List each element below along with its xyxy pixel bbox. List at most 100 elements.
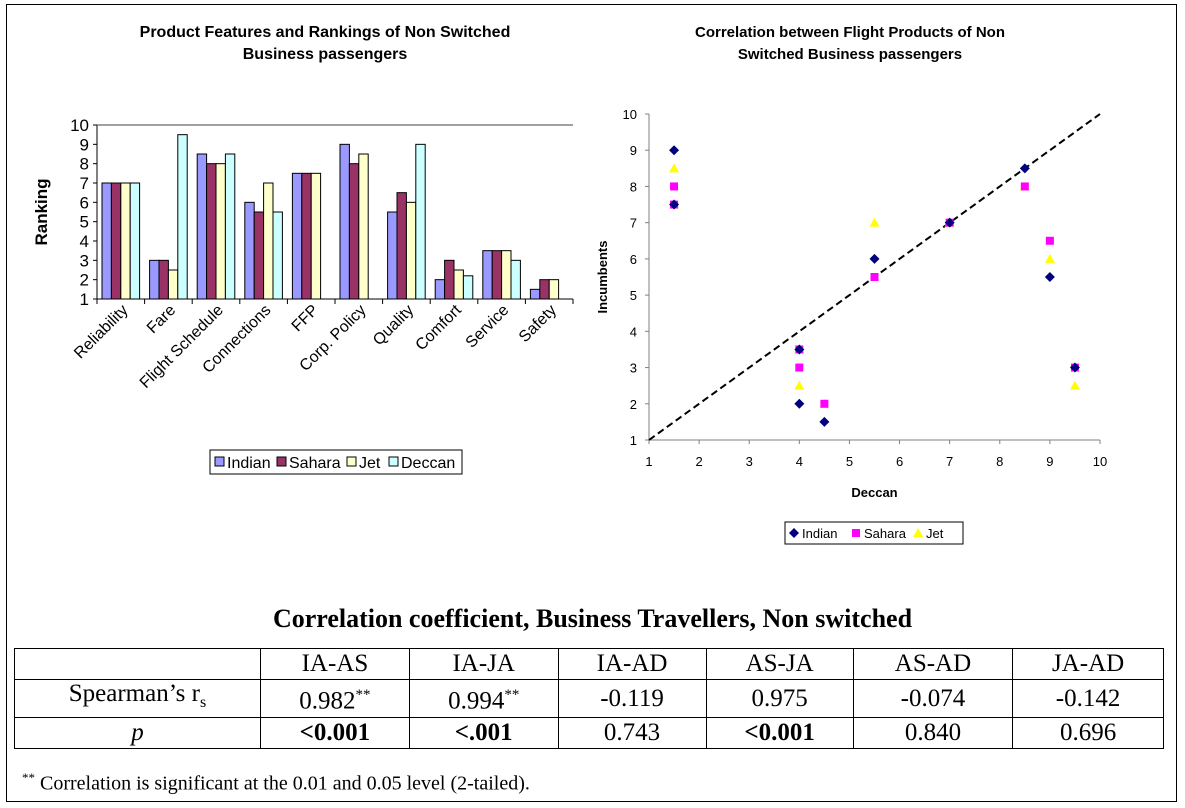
y-tick-label: 7 <box>80 174 89 193</box>
x-tick-label: 7 <box>946 454 953 469</box>
x-tick-label: 1 <box>645 454 652 469</box>
bar-deccan-flight-schedule <box>224 153 236 300</box>
bar-indian-safety <box>529 288 541 300</box>
table-cell: <0.001 <box>260 717 410 749</box>
table-cell: <0.001 <box>705 717 854 749</box>
bar-jet-quality <box>405 201 417 300</box>
x-tick-label: 10 <box>1093 454 1107 469</box>
bar-jet-comfort <box>453 269 464 300</box>
y-tick-label: 10 <box>623 107 637 122</box>
y-tick-label: 6 <box>80 193 89 212</box>
point-sahara <box>1020 182 1029 191</box>
significance-mark: ** <box>355 687 371 704</box>
header-cell: AS-AD <box>852 648 1014 680</box>
x-tick-label: 8 <box>996 454 1003 469</box>
cell-value: 0.982 <box>299 687 356 715</box>
bar-indian-service <box>482 250 493 300</box>
point-indian <box>819 416 830 427</box>
table-cell: -0.142 <box>1012 679 1164 718</box>
bar-indian-quality <box>387 211 398 300</box>
scatter-legend-box <box>784 521 964 545</box>
legend-label-deccan: Deccan <box>401 455 455 472</box>
bar-deccan-connections <box>272 211 283 300</box>
header-cell: IA-AD <box>557 648 707 680</box>
bar-sahara-reliability <box>110 182 122 300</box>
table-title: Correlation coefficient, Business Travel… <box>272 604 913 633</box>
bar-indian-flight-schedule <box>196 153 208 300</box>
table-row-spearman: Spearman’s rs 0.982** 0.994** -0.119 0.9… <box>14 679 1164 718</box>
header-cell: AS-JA <box>705 648 854 680</box>
legend-label-sahara: Sahara <box>864 526 907 541</box>
bar-sahara-connections <box>253 211 265 300</box>
legend-label-jet: Jet <box>926 526 944 541</box>
footnote-text: Correlation is significant at the 0.01 a… <box>35 772 530 795</box>
legend-marker-jet <box>913 528 923 537</box>
y-tick-label: 6 <box>630 252 637 267</box>
table-cell: <.001 <box>408 717 559 749</box>
bar-sahara-safety <box>539 279 550 300</box>
table-header-row: IA-AS IA-JA IA-AD AS-JA AS-AD JA-AD <box>14 648 1164 680</box>
bar-deccan-service <box>510 259 521 300</box>
bar-chart-title: Product Features and Rankings of Non Swi… <box>60 22 590 66</box>
point-sahara <box>820 399 829 408</box>
point-jet <box>1044 253 1055 263</box>
bar-deccan-reliability <box>129 182 141 300</box>
row-label-subscript: s <box>199 694 207 711</box>
x-tick-label: Service <box>463 302 513 352</box>
bar-sahara-fare <box>158 259 169 300</box>
y-tick-label: 1 <box>80 290 89 309</box>
bar-chart-title-line-2: Business passengers <box>242 46 408 63</box>
bar-indian-ffp <box>291 172 303 300</box>
x-tick-label: Fare <box>144 302 179 337</box>
y-tick-label: 4 <box>630 324 637 339</box>
bar-sahara-corp-policy <box>348 163 360 300</box>
x-tick-label: 4 <box>796 454 803 469</box>
bar-jet-ffp <box>310 172 322 300</box>
bar-sahara-ffp <box>301 172 312 300</box>
x-tick-label: 2 <box>695 454 702 469</box>
point-sahara <box>1045 236 1054 245</box>
point-indian <box>794 344 805 355</box>
y-axis-label: Ranking <box>32 178 51 245</box>
y-tick-label: 5 <box>630 288 637 303</box>
point-jet <box>869 217 880 227</box>
table-cell: -0.119 <box>557 679 707 718</box>
bar-sahara-quality <box>396 192 407 300</box>
row-label-p: p <box>14 717 261 749</box>
bar-jet-safety <box>548 279 560 300</box>
bar-deccan-fare <box>177 134 188 300</box>
point-indian <box>1069 362 1080 373</box>
legend-label-sahara: Sahara <box>289 455 341 472</box>
y-tick-label: 8 <box>630 179 637 194</box>
header-cell: IA-AS <box>260 648 410 680</box>
legend-marker-indian <box>789 528 799 538</box>
row-label-text: Spearman’s r <box>68 680 200 707</box>
point-sahara <box>670 182 679 191</box>
scatter-chart-title: Correlation between Flight Products of N… <box>600 22 1100 66</box>
table-cell: -0.074 <box>852 679 1014 718</box>
point-indian <box>669 199 680 210</box>
header-cell: JA-AD <box>1012 648 1164 680</box>
point-jet <box>794 380 805 390</box>
x-axis-label: Deccan <box>851 485 897 500</box>
bar-sahara-service <box>491 250 503 300</box>
bar-jet-flight-schedule <box>215 163 226 300</box>
x-tick-label: Reliability <box>71 302 131 362</box>
legend-label-indian: Indian <box>802 526 837 541</box>
point-sahara <box>870 273 879 281</box>
header-cell: IA-JA <box>408 648 559 680</box>
scatter-chart: 1 2 3 4 5 6 7 8 9 10 1 2 3 4 5 6 7 8 9 10 Deccan Incumbents In… <box>595 107 1107 545</box>
bar-jet-fare <box>167 269 179 300</box>
x-tick-label: 9 <box>1046 454 1053 469</box>
y-tick-label: 2 <box>630 397 637 412</box>
table-cell: 0.743 <box>557 717 707 749</box>
x-tick-label: Comfort <box>413 301 466 354</box>
x-tick-label: Quality <box>370 302 417 349</box>
legend-marker-sahara <box>852 529 860 537</box>
x-tick-label: 3 <box>746 454 753 469</box>
y-tick-label: 3 <box>80 251 89 270</box>
y-tick-label: 8 <box>80 155 89 174</box>
bar-indian-reliability <box>101 182 112 300</box>
point-indian <box>1019 163 1030 174</box>
